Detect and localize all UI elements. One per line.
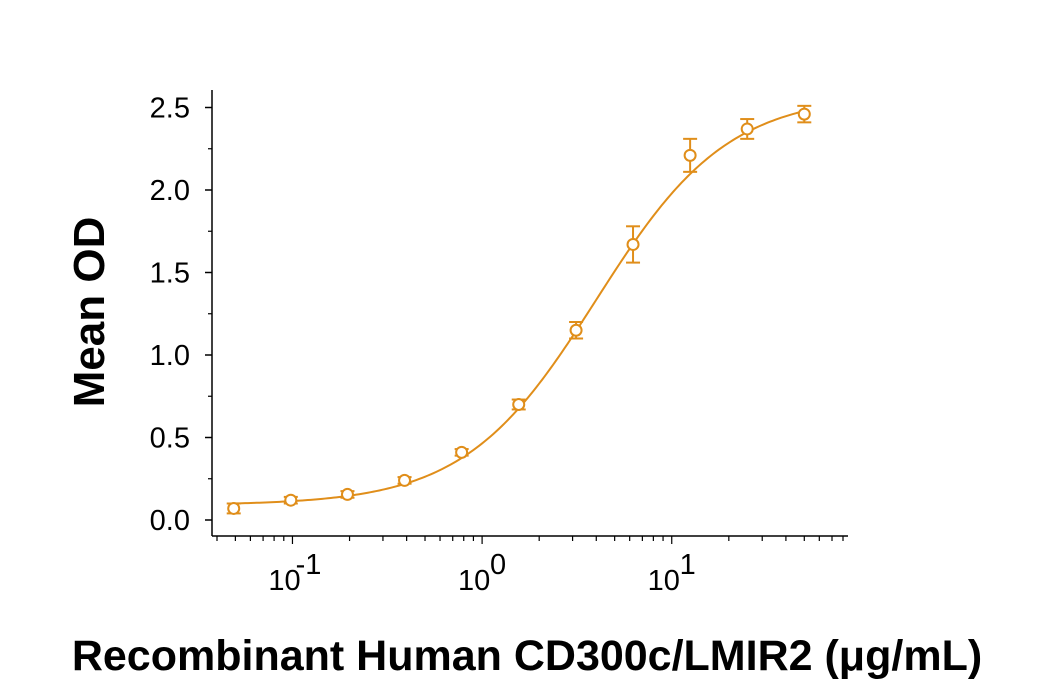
y-tick-label: 1.5 xyxy=(150,258,190,290)
data-point xyxy=(454,445,469,459)
data-point xyxy=(511,398,526,411)
data-point xyxy=(569,321,584,340)
data-point xyxy=(397,473,412,487)
x-axis-title: Recombinant Human CD300c/LMIR2 (μg/mL) xyxy=(72,632,982,680)
point-marker xyxy=(569,323,583,337)
x-tick-label: 10-1 xyxy=(268,549,321,597)
fit-curve xyxy=(233,110,805,505)
fit-curve-layer xyxy=(233,110,805,505)
x-tick-base: 10 xyxy=(268,565,300,597)
data-point xyxy=(683,137,698,173)
x-tick-base: 10 xyxy=(648,565,680,597)
point-marker xyxy=(284,493,298,507)
x-tick-label: 10 0 xyxy=(458,549,506,597)
data-point xyxy=(797,104,812,124)
point-marker xyxy=(227,501,241,515)
y-tick-label: 2.5 xyxy=(150,93,190,125)
point-marker xyxy=(626,237,640,251)
data-point xyxy=(283,493,298,507)
data-point xyxy=(740,118,755,140)
data-point xyxy=(626,225,641,264)
y-tick-label: 2.0 xyxy=(150,175,190,207)
y-tick-label: 0.5 xyxy=(150,423,190,455)
point-marker xyxy=(797,107,811,121)
point-marker xyxy=(683,148,697,162)
y-tick-label: 0.0 xyxy=(150,505,190,537)
x-tick-exponent: 1 xyxy=(680,549,696,581)
y-tick-label: 1.0 xyxy=(150,340,190,372)
x-tick-base: 10 xyxy=(458,565,490,597)
x-tick-exponent: -1 xyxy=(296,549,322,581)
point-marker xyxy=(512,398,526,411)
point-marker xyxy=(340,487,354,501)
point-marker xyxy=(740,122,754,136)
data-point xyxy=(340,487,355,501)
point-marker xyxy=(398,473,412,487)
data-points-layer xyxy=(226,104,812,515)
x-axis: 10-1 10 0 10 1 xyxy=(212,535,848,597)
point-marker xyxy=(455,445,469,459)
y-axis-title: Mean OD xyxy=(65,217,114,408)
y-axis: 0.0 0.5 1.0 1.5 2.0 2.5 xyxy=(150,90,213,537)
data-point xyxy=(226,501,241,515)
x-tick-exponent: 0 xyxy=(490,549,506,581)
x-tick-label: 10 1 xyxy=(648,549,696,597)
